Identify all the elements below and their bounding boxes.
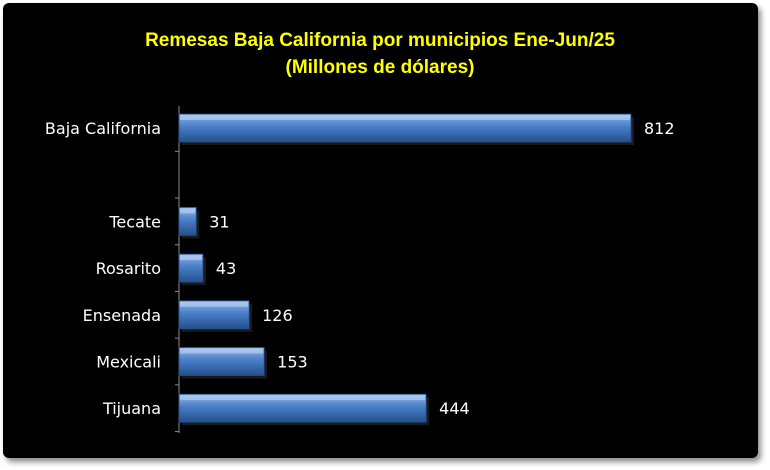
bar-highlight bbox=[180, 208, 196, 214]
value-label-mexicali: 153 bbox=[277, 353, 308, 372]
chart-title: Remesas Baja California por municipios E… bbox=[145, 30, 615, 51]
bar-tijuana bbox=[178, 393, 430, 426]
bar-chart: Remesas Baja California por municipios E… bbox=[45, 30, 675, 433]
category-label-tecate: Tecate bbox=[108, 212, 161, 231]
bar-baja-california bbox=[178, 113, 634, 145]
plot-area: Baja California 812 Tecate 31 Rosarito 43 Ense… bbox=[45, 106, 675, 433]
bar-rect bbox=[178, 253, 204, 283]
bar-ensenada bbox=[178, 300, 253, 332]
bar-highlight bbox=[180, 348, 264, 354]
bar-rosarito bbox=[178, 253, 206, 286]
chart-subtitle: (Millones de dólares) bbox=[286, 57, 475, 78]
category-label-ensenada: Ensenada bbox=[83, 306, 161, 325]
bar-highlight bbox=[180, 255, 202, 261]
bar-tecate bbox=[178, 206, 200, 239]
value-label-rosarito: 43 bbox=[216, 259, 236, 278]
bar-highlight bbox=[180, 301, 249, 307]
category-label-baja-california: Baja California bbox=[45, 119, 161, 138]
value-label-baja-california: 812 bbox=[644, 119, 675, 138]
value-label-ensenada: 126 bbox=[262, 306, 293, 325]
bar-highlight bbox=[180, 395, 426, 401]
category-label-rosarito: Rosarito bbox=[96, 259, 161, 278]
bar-highlight bbox=[180, 115, 630, 120]
value-label-tecate: 31 bbox=[209, 212, 229, 231]
bar-rect bbox=[178, 206, 197, 236]
bar-mexicali bbox=[178, 347, 268, 379]
category-label-tijuana: Tijuana bbox=[102, 399, 161, 418]
category-label-mexicali: Mexicali bbox=[96, 353, 161, 372]
chart-frame: Remesas Baja California por municipios E… bbox=[3, 3, 758, 458]
value-label-tijuana: 444 bbox=[439, 399, 470, 418]
